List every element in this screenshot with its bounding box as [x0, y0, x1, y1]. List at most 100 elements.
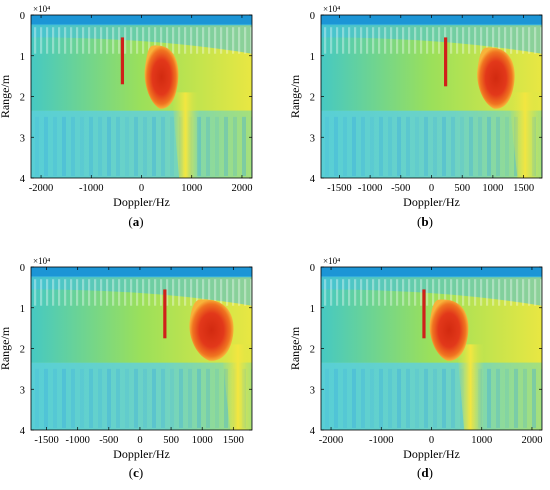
- panel-label: (c): [129, 465, 143, 480]
- stripe: [250, 279, 252, 306]
- stripe: [76, 279, 79, 306]
- stripe: [178, 27, 181, 54]
- x-tick-label: 0: [429, 183, 434, 194]
- x-tick-label: -1000: [79, 183, 104, 194]
- y-tick-label: 2: [310, 93, 315, 104]
- y-tick-label: 2: [20, 93, 25, 104]
- target-blob: [429, 299, 469, 361]
- stripe: [390, 27, 393, 54]
- stripe: [492, 27, 495, 54]
- y-tick-label: 4: [20, 426, 26, 437]
- stripe: [348, 279, 351, 306]
- stripe: [498, 279, 501, 306]
- x-tick-label: 500: [163, 435, 179, 446]
- stripe: [208, 279, 211, 306]
- stripe: [330, 27, 333, 54]
- dash: [379, 368, 383, 428]
- dash: [406, 368, 410, 428]
- low-range-band: [31, 110, 252, 178]
- top-strip: [31, 15, 252, 26]
- target-blob: [189, 299, 234, 361]
- stripe: [468, 279, 471, 306]
- dash: [152, 368, 156, 428]
- dash: [325, 116, 329, 176]
- dash: [370, 116, 374, 176]
- stripe: [336, 27, 339, 54]
- stripe-pattern: [34, 27, 252, 54]
- stripe: [516, 27, 519, 54]
- stripe: [474, 279, 477, 306]
- stripe: [76, 27, 79, 54]
- stripe: [118, 279, 121, 306]
- y-exponent-label: ×10⁴: [323, 4, 340, 14]
- stripe: [396, 279, 399, 306]
- y-tick-label: 4: [310, 426, 316, 437]
- stripe: [534, 279, 537, 306]
- x-tick-label: -1000: [369, 435, 394, 446]
- stripe: [34, 27, 37, 54]
- stripe: [396, 27, 399, 54]
- stripe: [462, 279, 465, 306]
- panel-b: -1500 -1000 -500 0 500 1000 1500 0 1 2 3 4 ×10⁴ Doppl…: [288, 4, 543, 229]
- y-tick-label: 0: [310, 263, 315, 274]
- stripe: [528, 27, 531, 54]
- stripe: [450, 279, 453, 306]
- panel-a: -2000 -1000 0 1000 2000 0 1 2 3 4 ×10⁴ Doppler/Hz Ra…: [0, 4, 252, 229]
- dash: [352, 116, 356, 176]
- dash: [125, 368, 129, 428]
- dash: [424, 368, 428, 428]
- dash: [487, 368, 491, 428]
- dash: [541, 116, 542, 176]
- stripe: [426, 27, 429, 54]
- dash: [442, 368, 446, 428]
- x-axis-label: Doppler/Hz: [113, 195, 170, 209]
- dash: [98, 116, 102, 176]
- stripe: [516, 279, 519, 306]
- stripe: [348, 27, 351, 54]
- y-tick-label: 4: [20, 174, 26, 185]
- dash: [388, 116, 392, 176]
- dash: [505, 116, 509, 176]
- x-tick-label: -1000: [358, 183, 383, 194]
- target-line: [444, 37, 448, 87]
- dash: [242, 116, 246, 176]
- band-edge: [321, 275, 542, 306]
- stripe: [378, 27, 381, 54]
- stripe: [214, 279, 217, 306]
- dash: [415, 368, 419, 428]
- dash: [179, 368, 183, 428]
- stripe: [130, 279, 133, 306]
- stripe: [492, 279, 495, 306]
- stripe: [360, 27, 363, 54]
- dash: [487, 116, 491, 176]
- dash: [143, 368, 147, 428]
- x-axis-label: Doppler/Hz: [113, 447, 170, 461]
- noise-dashes: [325, 116, 542, 176]
- stripe: [82, 27, 85, 54]
- y-tick-label: 2: [310, 345, 315, 356]
- dash: [134, 116, 138, 176]
- stripe: [456, 279, 459, 306]
- y-axis-label: Range/m: [288, 74, 302, 118]
- stripe: [238, 27, 241, 54]
- stripe-pattern: [34, 279, 252, 306]
- heatmap-area: [31, 267, 252, 430]
- x-tick-label: 1500: [223, 435, 244, 446]
- y-exponent-label: ×10⁴: [323, 256, 340, 266]
- dash: [397, 116, 401, 176]
- dash: [496, 368, 500, 428]
- stripe: [52, 279, 55, 306]
- stripe: [522, 279, 525, 306]
- dash: [161, 116, 165, 176]
- stripe: [148, 27, 151, 54]
- stripe: [202, 279, 205, 306]
- dash: [62, 116, 66, 176]
- stripe: [390, 279, 393, 306]
- stripe-pattern: [324, 279, 542, 306]
- x-tick-label: 1000: [471, 435, 492, 446]
- dash: [514, 368, 518, 428]
- stripe: [366, 279, 369, 306]
- stripe: [420, 27, 423, 54]
- x-tick-label: -1500: [327, 183, 352, 194]
- x-tick-label: -500: [391, 183, 410, 194]
